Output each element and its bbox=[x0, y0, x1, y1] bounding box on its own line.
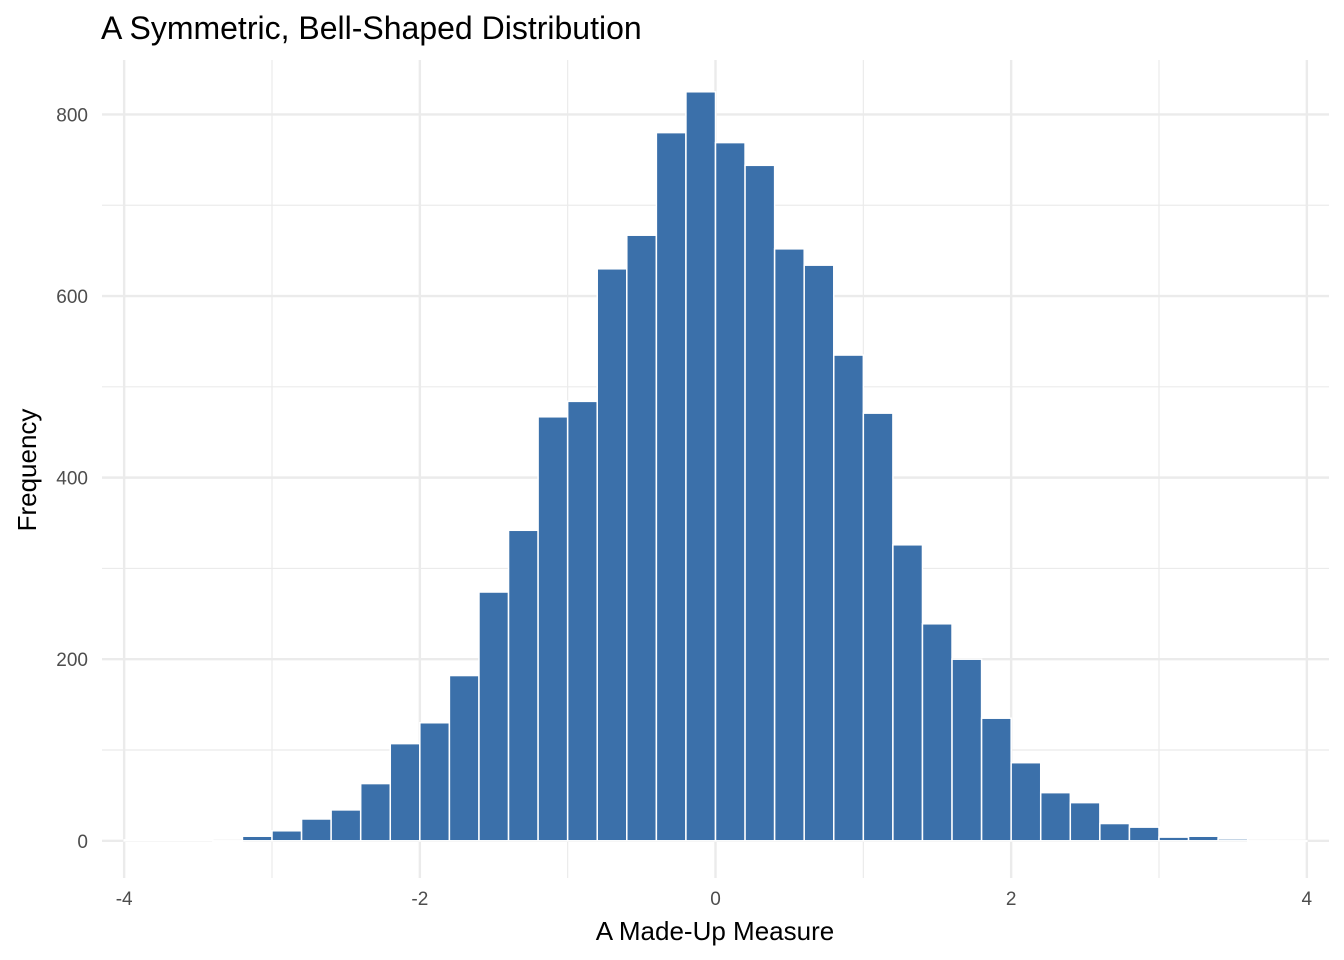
histogram-bar bbox=[1187, 835, 1219, 842]
y-tick-label: 600 bbox=[56, 287, 88, 308]
histogram-bar bbox=[596, 268, 628, 842]
histogram-bar bbox=[1099, 822, 1131, 842]
y-axis-tick-labels: 0 200 400 600 800 bbox=[56, 105, 88, 852]
x-tick-label: 2 bbox=[1006, 889, 1017, 910]
x-axis-tick-labels: -4 -2 0 2 4 bbox=[116, 889, 1313, 910]
histogram-bars bbox=[123, 91, 1308, 843]
histogram-bar bbox=[892, 544, 924, 842]
histogram-bar bbox=[1010, 761, 1042, 842]
y-tick-label: 0 bbox=[77, 832, 88, 853]
histogram-bar bbox=[566, 400, 598, 842]
histogram-bar bbox=[507, 529, 539, 842]
x-tick-label: -2 bbox=[411, 889, 428, 910]
histogram-bar bbox=[330, 809, 362, 842]
histogram-bar bbox=[685, 91, 717, 842]
histogram-bar bbox=[537, 416, 569, 842]
y-tick-label: 200 bbox=[56, 650, 88, 671]
histogram-bar bbox=[655, 131, 687, 842]
histogram-bar bbox=[419, 722, 451, 842]
histogram-bar bbox=[359, 782, 392, 842]
histogram-bar bbox=[1128, 826, 1160, 842]
histogram-bar bbox=[626, 234, 658, 842]
histogram-bar bbox=[773, 248, 805, 842]
histogram-bar bbox=[1158, 836, 1190, 842]
histogram-bar bbox=[803, 264, 835, 842]
x-tick-label: 4 bbox=[1302, 889, 1313, 910]
histogram-bar bbox=[921, 623, 953, 842]
histogram-bar bbox=[862, 412, 894, 842]
histogram-bar bbox=[1069, 801, 1101, 842]
histogram-bar bbox=[389, 742, 421, 842]
histogram-bar bbox=[241, 835, 273, 842]
x-tick-label: -4 bbox=[116, 889, 133, 910]
histogram-bar bbox=[980, 717, 1012, 842]
x-tick-label: 0 bbox=[710, 889, 721, 910]
histogram-bar bbox=[123, 839, 155, 842]
histogram-bar bbox=[833, 354, 865, 842]
histogram-bar bbox=[1246, 840, 1279, 843]
histogram-bar bbox=[951, 658, 983, 842]
histogram-bar bbox=[478, 591, 510, 842]
y-axis-title: Frequency bbox=[12, 409, 42, 532]
histogram-bar bbox=[448, 674, 480, 842]
histogram-bar bbox=[1217, 838, 1249, 842]
y-tick-label: 400 bbox=[56, 469, 88, 490]
chart-title: A Symmetric, Bell-Shaped Distribution bbox=[101, 10, 642, 46]
histogram-bar bbox=[152, 839, 185, 842]
x-axis-title: A Made-Up Measure bbox=[596, 916, 834, 946]
histogram-bar bbox=[1276, 840, 1308, 843]
histogram-bar bbox=[744, 164, 776, 842]
histogram-bar bbox=[1039, 791, 1072, 842]
histogram-bar bbox=[300, 818, 332, 842]
histogram-bar bbox=[714, 141, 746, 842]
histogram-bar bbox=[212, 840, 244, 843]
y-tick-label: 800 bbox=[56, 105, 88, 126]
histogram-bar bbox=[271, 830, 303, 842]
histogram-bar bbox=[182, 839, 214, 842]
